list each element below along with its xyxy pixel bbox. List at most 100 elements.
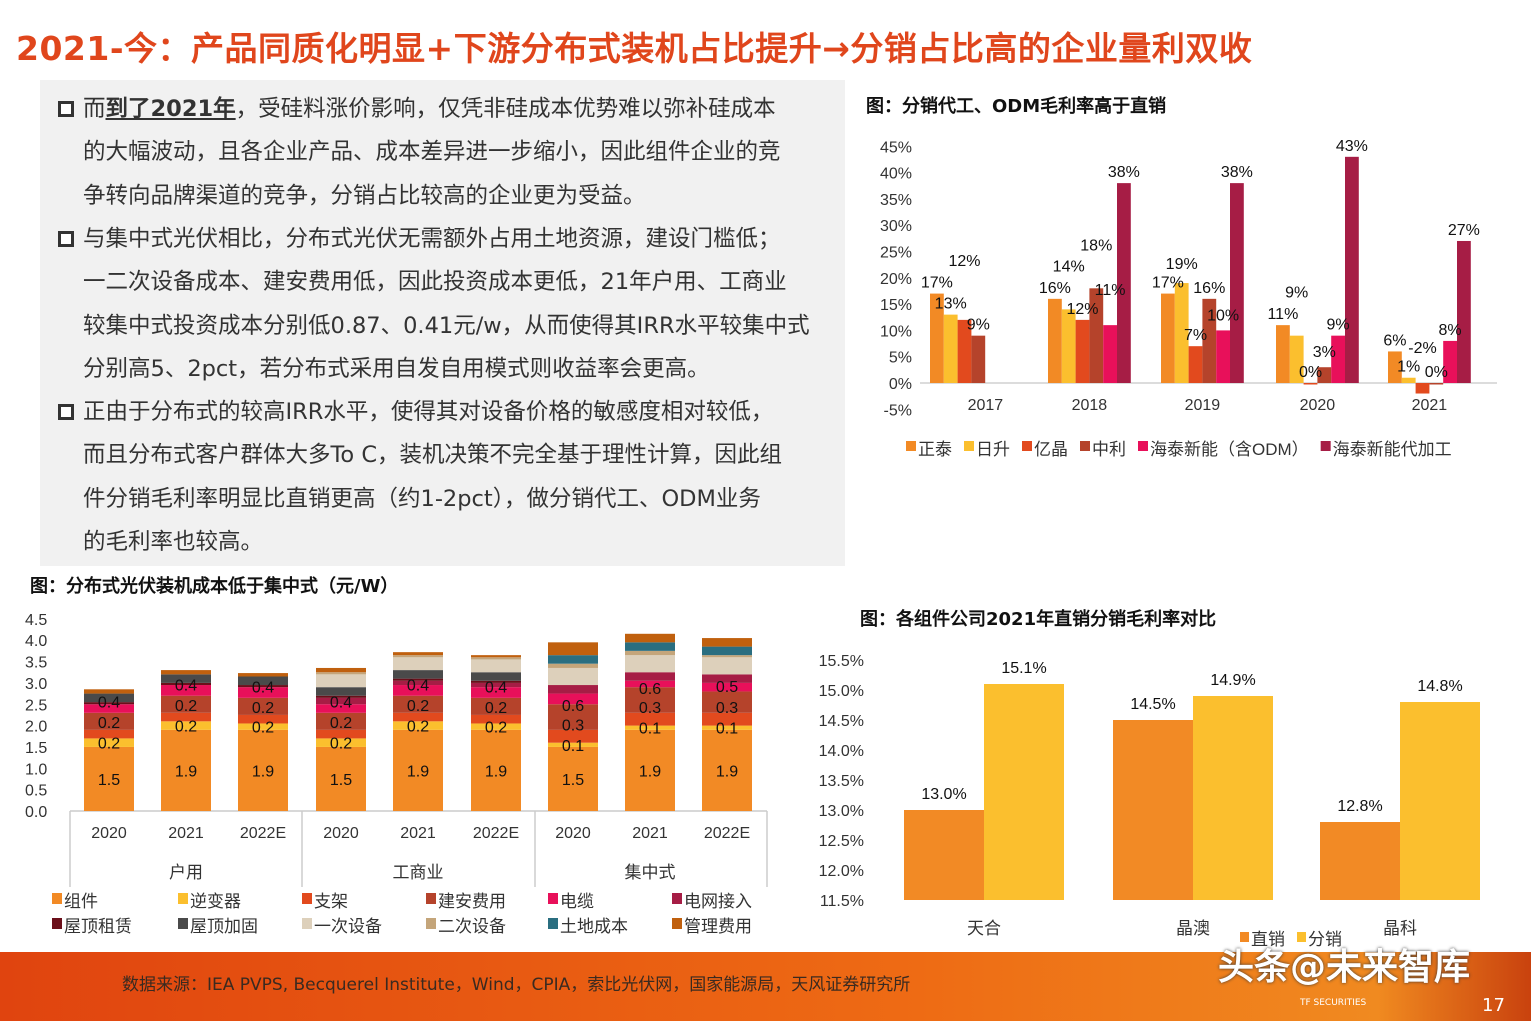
- text-line: 的毛利率也较高。: [83, 521, 263, 564]
- x-tick-label: 2020: [323, 825, 359, 842]
- text-span: 件分销毛利率明显比直销更高（约1-2pct），做分销代工、ODM业务: [83, 485, 761, 512]
- group-label: 工商业: [393, 863, 444, 882]
- data-label: 16%: [1039, 280, 1071, 297]
- bar-亿晶: [957, 319, 972, 383]
- bar-segment-建安费用: [471, 697, 521, 715]
- text-line: 较集中式投资成本分别低0.87、0.41元/w，从而使得其IRR水平较集中式: [83, 305, 810, 348]
- data-label: 0.4: [485, 679, 507, 696]
- legend-swatch: [548, 918, 558, 929]
- bar-segment-建安费用: [316, 712, 366, 730]
- bar-segment-一次设备: [625, 655, 675, 673]
- data-label: 12.8%: [1337, 798, 1382, 815]
- x-tick-label: 2019: [1185, 397, 1221, 414]
- x-tick-label: 2017: [968, 397, 1004, 414]
- bar-segment-管理费用: [548, 642, 598, 656]
- data-label: 1.9: [716, 763, 738, 780]
- bar-segment-建安费用: [702, 691, 752, 713]
- data-label: 11%: [1267, 306, 1298, 323]
- y-tick-label: 2.5: [25, 697, 47, 714]
- bar-segment-管理费用: [238, 673, 288, 677]
- data-label: 16%: [1193, 280, 1225, 297]
- text-span: 较集中式投资成本分别低0.87、0.41元/w，从而使得其IRR水平较集中式: [83, 312, 810, 339]
- data-label: 1.5: [562, 772, 584, 789]
- x-tick-label: 晶科: [1383, 919, 1417, 938]
- data-label: 1%: [1397, 359, 1420, 376]
- y-tick-label: 12.5%: [819, 833, 864, 850]
- legend-swatch: [302, 893, 312, 904]
- y-tick-label: 30%: [880, 218, 912, 235]
- data-label: 0.4: [252, 679, 274, 696]
- legend-swatch: [178, 893, 188, 904]
- bar-segment-电缆: [238, 687, 288, 698]
- legend-swatch: [52, 893, 62, 904]
- y-tick-label: 2.0: [25, 719, 47, 736]
- data-label: 0.3: [716, 700, 738, 717]
- data-label: 13.0%: [921, 786, 966, 803]
- y-tick-label: 45%: [880, 139, 912, 156]
- data-label: 0.2: [330, 736, 352, 753]
- bar-亿晶: [1075, 319, 1090, 383]
- y-tick-label: -5%: [884, 402, 912, 419]
- data-label: 0.4: [98, 694, 120, 711]
- bar-segment-屋顶加固: [84, 693, 134, 703]
- data-label: 3%: [1313, 344, 1336, 361]
- legend-swatch: [548, 893, 558, 904]
- y-tick-label: 12.0%: [819, 863, 864, 880]
- data-label: 0.4: [330, 694, 352, 711]
- x-tick-label: 2021: [632, 825, 668, 842]
- legend-swatch: [672, 893, 682, 904]
- bar-海泰新能（含ODM）: [1103, 325, 1117, 383]
- x-tick-label: 2021: [168, 825, 204, 842]
- text-span: ，受硅料涨价影响，仅凭非硅成本优势难以弥补硅成本: [235, 96, 776, 122]
- data-label: 0.2: [330, 715, 352, 732]
- data-label: 14%: [1053, 258, 1085, 275]
- bar-segment-管理费用: [84, 689, 134, 694]
- bar-直销: [904, 810, 984, 900]
- bar-segment-建安费用: [84, 712, 134, 730]
- data-label: 13%: [935, 296, 967, 313]
- legend-label: 分销: [1308, 930, 1342, 949]
- y-tick-label: 1.5: [25, 740, 47, 757]
- bar-segment-屋顶加固: [471, 672, 521, 681]
- bar-segment-支架: [548, 729, 598, 743]
- legend-label: 支架: [314, 892, 348, 911]
- legend-label: 电网接入: [684, 892, 752, 911]
- data-label: 0%: [1299, 364, 1322, 381]
- y-tick-label: 0%: [889, 376, 912, 393]
- data-label: 0.5: [716, 679, 738, 696]
- y-tick-label: 40%: [880, 166, 912, 183]
- data-label: 0.2: [252, 720, 274, 737]
- text-line: 件分销毛利率明显比直销更高（约1-2pct），做分销代工、ODM业务: [83, 478, 761, 521]
- bar-分销: [984, 684, 1064, 900]
- bar-亿晶: [1303, 383, 1318, 385]
- text-span: 的大幅波动，且各企业产品、成本差异进一步缩小，因此组件企业的竞: [83, 139, 781, 166]
- legend-swatch: [52, 918, 62, 929]
- bar-segment-二次设备: [471, 657, 521, 660]
- legend-swatch: [426, 893, 436, 904]
- bar-segment-屋顶租赁: [393, 678, 443, 681]
- bar-segment-逆变器: [161, 721, 211, 730]
- text-line: 的大幅波动，且各企业产品、成本差异进一步缩小，因此组件企业的竞: [83, 131, 781, 174]
- group-label: 户用: [169, 863, 203, 882]
- bar-海泰新能代加工: [1345, 156, 1359, 383]
- data-label: 0.2: [175, 719, 197, 736]
- bar-segment-一次设备: [393, 657, 443, 671]
- data-label: 0.2: [252, 700, 274, 717]
- page-title: 2021-今：产品同质化明显+下游分布式装机占比提升→分销占比高的企业量利双收: [16, 29, 1253, 68]
- y-tick-label: 14.0%: [819, 743, 864, 760]
- legend-label: 组件: [64, 892, 98, 911]
- bar-segment-屋顶租赁: [161, 682, 211, 686]
- data-label: 0.6: [639, 681, 661, 698]
- bar-segment-电网接入: [316, 697, 366, 705]
- y-tick-label: 14.5%: [819, 713, 864, 730]
- bar-日升: [1289, 335, 1304, 383]
- x-tick-label: 2022E: [473, 825, 519, 842]
- brand-logo: TF SECURITIES: [1300, 998, 1367, 1008]
- data-label: 38%: [1221, 164, 1253, 181]
- legend-label: 土地成本: [560, 917, 628, 936]
- legend-swatch: [178, 918, 188, 929]
- data-label: 27%: [1448, 222, 1480, 239]
- bar-分销: [1400, 702, 1480, 900]
